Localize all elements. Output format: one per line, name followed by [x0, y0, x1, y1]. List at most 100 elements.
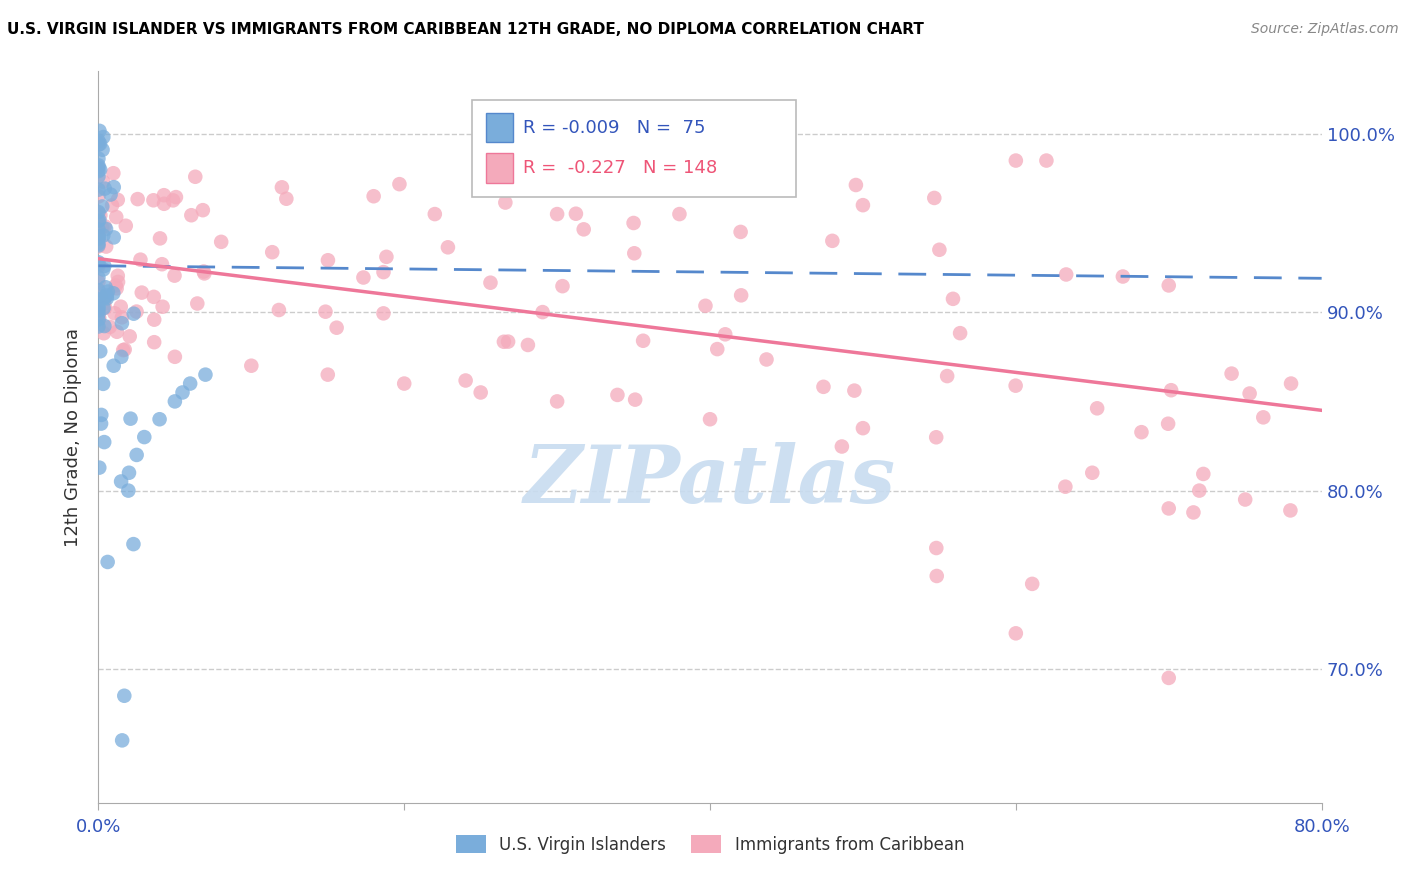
Point	[90, 408, 112, 422]
Point	[191, 203, 214, 218]
Point	[1054, 268, 1077, 282]
Point	[143, 312, 166, 326]
Point	[87, 152, 110, 166]
Point	[91, 175, 114, 189]
Point	[105, 325, 128, 339]
Point	[87, 301, 110, 315]
Point	[87, 189, 110, 203]
Point	[89, 124, 111, 138]
Point	[551, 279, 574, 293]
Point	[101, 198, 124, 212]
Point	[87, 222, 110, 236]
Point	[492, 334, 515, 349]
Point	[631, 334, 654, 348]
Point	[179, 376, 201, 391]
Point	[925, 569, 948, 583]
Point	[89, 136, 111, 151]
Point	[91, 130, 114, 145]
Point	[1182, 505, 1205, 519]
Point	[87, 313, 110, 327]
Legend: U.S. Virgin Islanders, Immigrants from Caribbean: U.S. Virgin Islanders, Immigrants from C…	[450, 829, 970, 860]
Point	[97, 285, 120, 299]
Point	[153, 188, 176, 202]
Point	[91, 228, 114, 243]
Point	[468, 161, 491, 175]
Point	[93, 291, 115, 305]
Point	[730, 225, 752, 239]
Point	[363, 189, 385, 203]
Point	[91, 143, 114, 157]
Point	[93, 326, 115, 341]
Point	[87, 292, 110, 306]
Point	[392, 376, 416, 391]
Point	[730, 288, 752, 302]
Point	[87, 205, 110, 219]
Point	[373, 306, 395, 320]
Point	[668, 207, 690, 221]
Point	[1112, 269, 1135, 284]
Point	[93, 219, 115, 234]
Point	[111, 733, 134, 747]
Point	[96, 239, 118, 253]
Point	[89, 460, 111, 475]
Point	[90, 417, 112, 431]
Point	[143, 335, 166, 350]
Point	[98, 320, 121, 334]
Point	[193, 264, 215, 278]
Point	[1157, 501, 1180, 516]
Point	[516, 338, 538, 352]
Point	[125, 448, 148, 462]
Point	[103, 166, 125, 180]
Point	[1253, 410, 1275, 425]
Point	[112, 343, 135, 357]
Point	[1054, 480, 1077, 494]
Point	[270, 180, 292, 194]
Point	[470, 385, 492, 400]
Point	[149, 412, 172, 426]
Point	[624, 392, 647, 407]
Point	[87, 305, 110, 319]
Point	[94, 301, 117, 315]
Point	[104, 278, 127, 293]
Point	[122, 307, 145, 321]
Point	[111, 310, 134, 325]
Point	[87, 134, 110, 148]
Point	[94, 181, 117, 195]
Point	[103, 180, 125, 194]
Point	[852, 421, 875, 435]
Point	[325, 320, 347, 334]
Point	[162, 194, 184, 208]
Point	[127, 192, 149, 206]
Point	[172, 385, 194, 400]
Point	[107, 193, 129, 207]
Point	[479, 276, 502, 290]
Point	[142, 290, 165, 304]
Point	[87, 206, 110, 220]
Point	[87, 229, 110, 244]
Point	[1279, 503, 1302, 517]
Point	[1157, 278, 1180, 293]
Point	[423, 207, 446, 221]
Point	[163, 268, 186, 283]
Point	[87, 239, 110, 253]
Point	[103, 230, 125, 244]
Point	[89, 213, 111, 227]
Point	[87, 183, 110, 197]
Point	[131, 285, 153, 300]
Point	[87, 299, 110, 313]
Point	[114, 343, 136, 357]
Bar	[486, 153, 513, 183]
Point	[695, 299, 717, 313]
Point	[94, 280, 117, 294]
Point	[623, 216, 645, 230]
Text: R = -0.009   N =  75: R = -0.009 N = 75	[523, 119, 706, 136]
Point	[813, 380, 835, 394]
Point	[180, 208, 202, 222]
Point	[129, 252, 152, 267]
Text: U.S. VIRGIN ISLANDER VS IMMIGRANTS FROM CARIBBEAN 12TH GRADE, NO DIPLOMA CORRELA: U.S. VIRGIN ISLANDER VS IMMIGRANTS FROM …	[7, 22, 924, 37]
Point	[100, 187, 122, 202]
Point	[87, 236, 110, 251]
Point	[262, 245, 284, 260]
Point	[153, 196, 176, 211]
Point	[925, 430, 948, 444]
